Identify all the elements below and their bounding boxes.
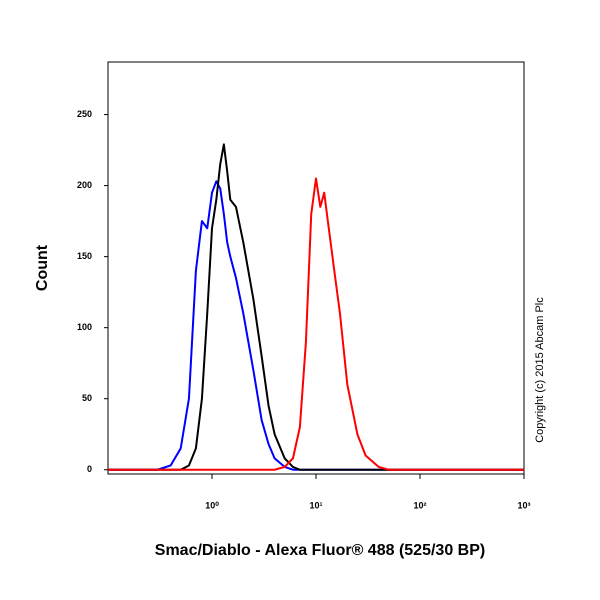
x-tick-label: 10²	[413, 500, 426, 510]
y-axis-title: Count	[34, 244, 51, 291]
y-tick-label: 50	[82, 393, 92, 403]
plot-frame	[107, 61, 525, 475]
y-tick-label: 150	[77, 251, 92, 261]
x-axis-title: Smac/Diablo - Alexa Fluor® 488 (525/30 B…	[155, 542, 485, 559]
histogram-line	[108, 143, 524, 471]
x-tick-label: 10⁰	[205, 500, 219, 510]
x-tick-label: 10¹	[309, 500, 322, 510]
y-tick-label: 250	[77, 109, 92, 119]
copyright: Copyright (c) 2015 Abcam Plc	[534, 297, 546, 443]
y-tick-label: 200	[77, 180, 92, 190]
y-tick-label: 0	[87, 464, 92, 474]
histogram-line	[108, 177, 524, 471]
x-tick-label: 10³	[517, 500, 530, 510]
histogram-line	[108, 180, 524, 471]
y-tick-label: 100	[77, 322, 92, 332]
